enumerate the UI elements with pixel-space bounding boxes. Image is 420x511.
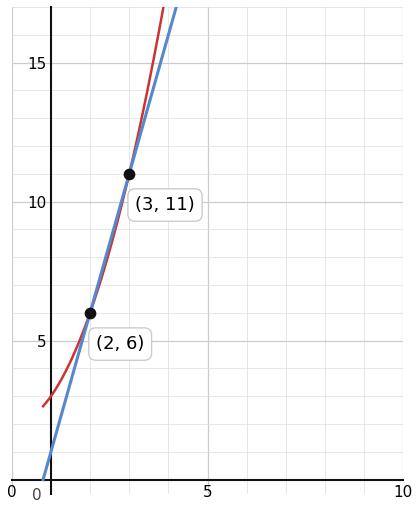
Text: 0: 0: [32, 488, 41, 503]
Point: [87, 309, 94, 317]
Point: [126, 170, 133, 178]
Text: (2, 6): (2, 6): [96, 335, 144, 353]
Text: (3, 11): (3, 11): [135, 196, 195, 214]
